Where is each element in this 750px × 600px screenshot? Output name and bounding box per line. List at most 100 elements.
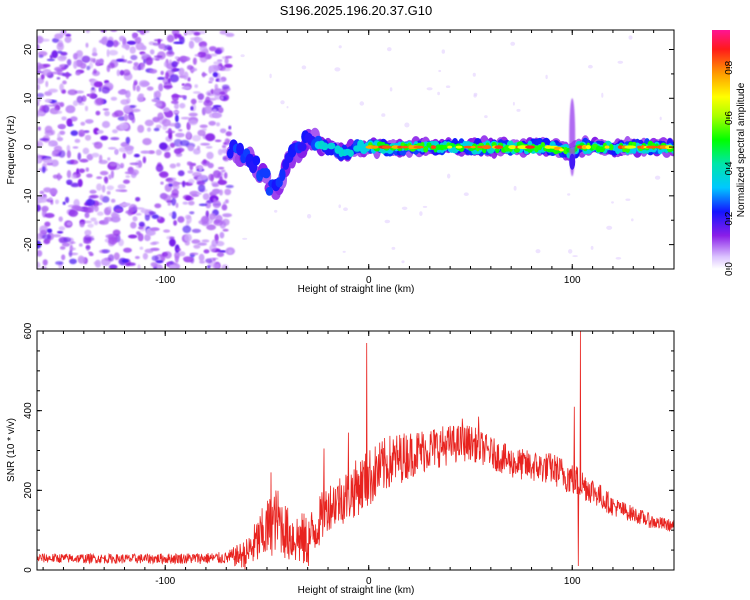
noise-blob (200, 142, 211, 146)
noise-blob (107, 205, 112, 211)
noise-blob (95, 110, 101, 116)
noise-blob (70, 116, 78, 122)
noise-blob (175, 114, 179, 123)
noise-blob (201, 239, 210, 243)
noise-blob (86, 93, 90, 97)
noise-blob (214, 139, 222, 143)
colorbar-label: Normalized spectral amplitude (736, 82, 747, 217)
signal-peak (637, 145, 642, 149)
noise-blob (153, 127, 160, 132)
noise-blob (85, 30, 90, 34)
noise-blob (46, 58, 56, 62)
signal-band (279, 168, 286, 182)
noise-blob (124, 145, 134, 151)
noise-blob (68, 250, 73, 258)
noise-blob (42, 157, 53, 164)
noise-blob (224, 188, 232, 196)
noise-blob (206, 151, 214, 160)
noise-blob (210, 174, 214, 183)
noise-blob (42, 166, 46, 174)
noise-blob (78, 256, 87, 264)
noise-blob (171, 211, 177, 220)
noise-blob (57, 230, 64, 234)
noise-blob (176, 248, 182, 252)
noise-speck (391, 246, 396, 250)
signal-peak (585, 145, 591, 150)
noise-blob (93, 261, 100, 265)
noise-blob (222, 68, 231, 72)
noise-blob (168, 212, 173, 217)
colorbar-ticks: 0.0 0.2 0.4 0.6 0.8 (724, 60, 735, 276)
noise-blob (168, 123, 178, 127)
noise-speck (545, 74, 548, 80)
noise-blob (182, 56, 191, 62)
noise-blob (42, 69, 52, 76)
y-tick-label: 0 (23, 144, 34, 150)
noise-blob (52, 174, 59, 179)
snr-y-axis-label: SNR (10 * v/v) (6, 418, 17, 482)
noise-blob (202, 128, 207, 131)
noise-blob (102, 108, 109, 111)
noise-blob (201, 71, 206, 78)
noise-speck (510, 41, 516, 46)
noise-blob (96, 176, 103, 180)
noise-blob (55, 199, 59, 205)
signal-peak (397, 145, 403, 149)
noise-speck (307, 214, 312, 219)
noise-blob (169, 236, 175, 240)
noise-blob (37, 35, 44, 44)
noise-blob (154, 203, 162, 209)
noise-speck (628, 35, 633, 40)
noise-blob (89, 194, 99, 199)
noise-blob (77, 152, 82, 161)
noise-blob (194, 84, 198, 88)
x-tick-label: 0 (366, 275, 372, 286)
noise-blob (198, 165, 203, 172)
noise-speck (419, 211, 423, 217)
noise-blob (142, 252, 148, 260)
noise-blob (148, 150, 155, 155)
noise-blob (85, 244, 91, 251)
x-tick-label: -100 (155, 576, 175, 587)
signal-band (423, 146, 429, 153)
noise-blob (179, 36, 184, 40)
noise-blob (215, 236, 219, 244)
noise-blob (155, 149, 162, 156)
noise-blob (172, 110, 180, 114)
snr-x-axis-label: Height of straight line (km) (298, 585, 415, 596)
signal-band (321, 142, 329, 151)
noise-blob (221, 169, 226, 173)
noise-blob (128, 204, 138, 213)
noise-speck (472, 72, 476, 77)
noise-blob (53, 110, 63, 114)
noise-blob (162, 194, 172, 202)
noise-blob (116, 69, 121, 77)
noise-speck (513, 185, 517, 191)
noise-blob (155, 124, 162, 129)
noise-speck (334, 67, 341, 72)
noise-blob (101, 37, 108, 45)
noise-speck (404, 122, 410, 128)
noise-blob (221, 264, 229, 269)
noise-blob (225, 199, 229, 204)
noise-blob (219, 91, 226, 95)
noise-blob (89, 61, 93, 69)
noise-blob (114, 149, 118, 155)
noise-blob (213, 61, 222, 65)
noise-blob (138, 160, 142, 168)
signal-peak (617, 145, 624, 150)
noise-blob (107, 147, 117, 150)
y-tick-label: -10 (23, 188, 34, 203)
spike-feature-core (569, 153, 576, 170)
noise-blob (161, 118, 171, 127)
noise-blob (151, 98, 160, 103)
noise-blob (144, 213, 150, 221)
noise-blob (146, 86, 154, 91)
noise-blob (79, 221, 85, 228)
noise-blob (173, 148, 182, 155)
noise-blob (168, 128, 172, 134)
noise-blob (167, 202, 171, 206)
noise-blob (119, 122, 129, 130)
noise-blob (136, 30, 142, 33)
noise-blob (95, 59, 101, 67)
